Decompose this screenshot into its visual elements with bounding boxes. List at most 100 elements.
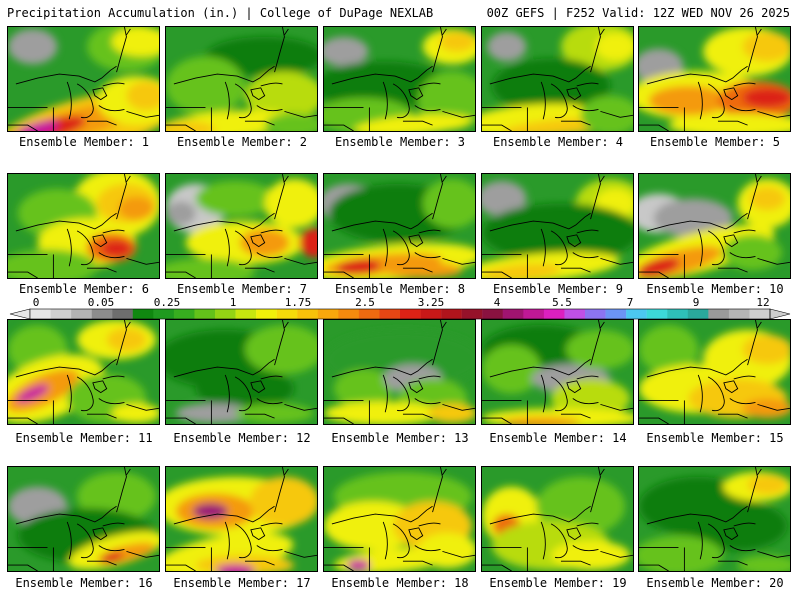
ensemble-member-label: Ensemble Member: 16 (15, 576, 153, 590)
precip-region (482, 203, 633, 263)
colorbar-tick-label: 7 (626, 296, 634, 309)
ensemble-map-panel (638, 173, 791, 279)
ensemble-member-label: Ensemble Member: 8 (334, 282, 466, 296)
precip-region (8, 28, 58, 65)
coastline-outline (166, 467, 317, 571)
precip-region (639, 535, 723, 571)
coastline-outline (8, 174, 159, 278)
precip-region (215, 564, 255, 571)
colorbar-tick-label: 1 (229, 296, 237, 309)
coastline-outline (166, 174, 317, 278)
ensemble-member-label: Ensemble Member: 20 (646, 576, 784, 590)
precip-region (244, 324, 317, 374)
precip-region (324, 36, 369, 67)
ensemble-map-panel (638, 466, 791, 572)
colorbar-segment (50, 309, 72, 319)
colorbar-labels: 0 0.05 0.25 1 1.75 2.5 3.25 4 5.5 7 9 12 (0, 296, 800, 310)
ensemble-map-panel (7, 319, 160, 425)
colorbar-tick-label: 1.75 (284, 296, 312, 309)
colorbar-segment (441, 309, 462, 319)
colorbar-segment (749, 309, 771, 319)
colorbar-segment (502, 309, 524, 319)
precip-region (166, 110, 295, 131)
colorbar-segment (482, 309, 503, 319)
ensemble-member-label: Ensemble Member: 1 (18, 135, 150, 149)
ensemble-map-panel (165, 26, 318, 132)
ensemble-map-panel (7, 466, 160, 572)
ensemble-map-panel (165, 173, 318, 279)
colorbar (9, 308, 791, 320)
colorbar-segment (564, 309, 586, 319)
colorbar-tick-label: 3.25 (417, 296, 445, 309)
precip-region (688, 501, 788, 551)
colorbar-segment (543, 309, 565, 319)
colorbar-segment (708, 309, 730, 319)
ensemble-map-panel (323, 26, 476, 132)
coastline-outline (482, 174, 633, 278)
ensemble-map-panel (638, 26, 791, 132)
precip-region (565, 329, 633, 370)
colorbar-segment (256, 309, 277, 319)
precip-region (111, 403, 159, 424)
precip-region (417, 532, 475, 569)
precip-region (118, 196, 155, 221)
map-title: Precipitation Accumulation (in.) | Colle… (7, 6, 434, 20)
colorbar-segment (30, 309, 51, 319)
colorbar-tick-label: 0.05 (87, 296, 115, 309)
ensemble-member-label: Ensemble Member: 13 (331, 431, 469, 445)
precip-region (235, 403, 315, 424)
precip-region (333, 369, 394, 409)
coastline-outline (639, 467, 790, 571)
ensemble-member-label: Ensemble Member: 18 (331, 576, 469, 590)
precip-region (353, 114, 472, 131)
precip-region (264, 113, 317, 131)
ensemble-member-label: Ensemble Member: 10 (646, 282, 784, 296)
colorbar-tick-label: 9 (692, 296, 700, 309)
colorbar-tick-label: 5.5 (552, 296, 572, 309)
precip-region (722, 234, 783, 271)
precip-region (100, 551, 124, 563)
precip-region (166, 56, 245, 116)
colorbar-segment (132, 309, 154, 319)
precip-region (126, 80, 159, 111)
ensemble-map-panel (7, 26, 160, 132)
precip-region (439, 31, 475, 52)
ensemble-map-panel (481, 319, 634, 425)
precip-region (324, 501, 423, 551)
precip-region (111, 27, 159, 57)
ensemble-map-panel (481, 26, 634, 132)
colorbar-segment (687, 309, 709, 319)
colorbar-segment (112, 309, 133, 319)
ensemble-map-panel (165, 466, 318, 572)
precip-region (491, 58, 611, 114)
colorbar-segment (646, 309, 668, 319)
colorbar-segment (585, 309, 606, 319)
precip-region (175, 403, 255, 424)
ensemble-member-label: Ensemble Member: 12 (173, 431, 311, 445)
precip-region (299, 227, 317, 258)
ensemble-member-label: Ensemble Member: 4 (492, 135, 624, 149)
precip-region (536, 476, 626, 536)
precip-region (427, 403, 475, 424)
precip-region (324, 401, 443, 424)
valid-time: 00Z GEFS | F252 Valid: 12Z WED NOV 26 20… (486, 6, 790, 20)
precip-region (244, 71, 317, 121)
precip-region (264, 178, 317, 228)
ensemble-member-label: Ensemble Member: 6 (18, 282, 150, 296)
ensemble-member-label: Ensemble Member: 2 (176, 135, 308, 149)
colorbar-tick-label: 4 (493, 296, 501, 309)
coastline-outline (639, 27, 790, 131)
precip-region (101, 240, 132, 257)
coastline-outline (482, 320, 633, 424)
colorbar-tick-label: 12 (756, 296, 770, 309)
colorbar-segment (626, 309, 647, 319)
colorbar-segment (379, 309, 401, 319)
colorbar-segment (461, 309, 483, 319)
colorbar-segment (276, 309, 298, 319)
ensemble-member-label: Ensemble Member: 7 (176, 282, 308, 296)
precip-region (551, 378, 631, 419)
precip-region (166, 201, 196, 226)
ensemble-member-label: Ensemble Member: 9 (492, 282, 624, 296)
colorbar-tick-label: 2.5 (355, 296, 375, 309)
colorbar-segment (728, 309, 750, 319)
